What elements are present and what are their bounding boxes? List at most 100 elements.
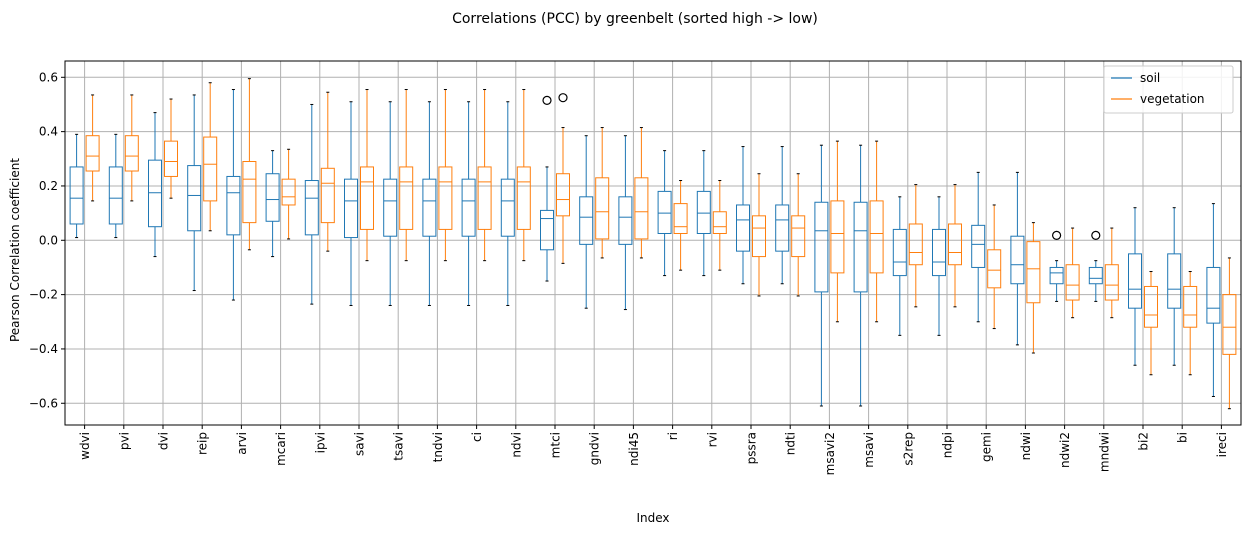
box-vegetation-ri [673,180,688,271]
box-iqr [108,166,123,225]
box-soil-rvi [696,150,711,277]
box-soil-arvi [226,89,241,301]
box-iqr [556,173,570,217]
box-soil-bi2 [1128,207,1142,366]
outlier-point [1091,230,1101,240]
box-iqr [383,178,398,237]
x-tick-label: tndvi [431,432,445,462]
y-axis: −0.6 −0.4 −0.2 0.0 0.2 0.4 0.6 [29,70,65,410]
x-tick-label: tsavi [392,432,406,461]
box-vegetation-ndwi [1026,222,1041,354]
box-iqr [618,196,633,245]
x-tick-label: s2rep [901,432,915,466]
box-soil-savi [344,101,358,306]
box-iqr [203,136,218,202]
box-vegetation-ndti [791,173,806,297]
box-soil-pvi [108,133,123,239]
box-iqr [344,178,358,239]
box-soil-gemi [971,171,986,323]
box-vegetation-reip [203,82,218,232]
box-soil-gndvi [579,135,594,309]
chart-title: Correlations (PCC) by greenbelt (sorted … [452,11,818,27]
box-vegetation-bi2 [1144,271,1158,376]
box-soil-ireci [1206,203,1221,397]
box-plots [69,78,1237,410]
y-tick-label: −0.6 [29,396,58,410]
legend-box [1103,65,1234,114]
box-soil-ipvi [304,103,319,305]
box-vegetation-s2rep [908,184,923,308]
x-tick-label: rvi [705,432,719,447]
legend-label-soil: soil [1140,71,1160,85]
box-iqr [1049,266,1064,285]
box-soil-ndwi [1010,171,1025,346]
box-vegetation-msavi2 [830,140,845,323]
box-iqr [124,135,139,172]
x-tick-label: savi [353,432,367,456]
x-tick-label: mndwi [1097,432,1111,472]
box-iqr [422,178,437,237]
box-iqr [971,224,986,268]
box-soil-bi [1167,207,1182,366]
box-iqr [265,173,280,222]
x-tick-label: ndti [784,432,798,455]
box-iqr [85,135,100,172]
box-vegetation-arvi [242,78,257,251]
box-soil-dvi [148,112,162,258]
x-tick-label: ndwi [1019,432,1033,460]
box-iqr [1026,241,1041,304]
box-soil-ci [461,101,476,306]
box-vegetation-ndpi [948,184,962,308]
box-iqr [869,200,884,274]
box-vegetation-ci [477,89,492,262]
box-iqr [1128,253,1142,309]
box-iqr [908,223,923,266]
box-iqr [814,201,829,293]
box-soil-tsavi [383,101,398,306]
box-iqr [304,180,319,236]
x-tick-label: ndpi [941,432,955,458]
box-vegetation-wdvi [85,94,100,202]
x-tick-label: msavi [862,432,876,468]
x-tick-label: mcari [274,432,288,466]
box-vegetation-ireci [1222,257,1237,410]
box-vegetation-bi [1183,271,1198,376]
box-vegetation-rvi [712,180,727,271]
box-soil-msavi [853,144,868,407]
box-iqr [1183,285,1198,328]
box-soil-mndwi [1088,230,1103,302]
x-tick-label: ireci [1215,432,1229,457]
box-iqr [853,201,868,293]
box-soil-ndwi2 [1049,230,1064,302]
box-iqr [736,204,750,252]
x-tick-label: ndvi [509,432,523,458]
box-iqr [500,178,515,237]
box-iqr [226,175,241,236]
outlier-point [558,93,568,103]
x-tick-label: pssra [745,432,759,464]
x-tick-label: ri [666,432,680,440]
legend-label-vegetation: vegetation [1140,92,1205,106]
box-iqr [791,215,806,258]
box-vegetation-dvi [164,98,178,199]
box-vegetation-mndwi [1104,227,1119,319]
box-vegetation-pvi [124,94,139,202]
y-tick-label: 0.6 [39,70,58,84]
box-iqr [657,190,672,234]
box-iqr [987,249,1002,289]
box-iqr [948,223,962,266]
box-soil-mtci [540,95,554,282]
box-iqr [242,161,257,224]
box-iqr [461,178,476,237]
box-vegetation-tndvi [438,89,453,262]
box-iqr [477,166,492,230]
box-soil-ndpi [932,196,946,336]
x-tick-label: msavi2 [823,432,837,475]
x-tick-label: mtci [549,432,563,458]
x-tick-label: ipvi [313,432,327,453]
legend: soil vegetation [1103,65,1234,114]
box-soil-ndti [775,146,790,285]
box-iqr [360,166,374,230]
x-tick-label: reip [196,432,210,455]
